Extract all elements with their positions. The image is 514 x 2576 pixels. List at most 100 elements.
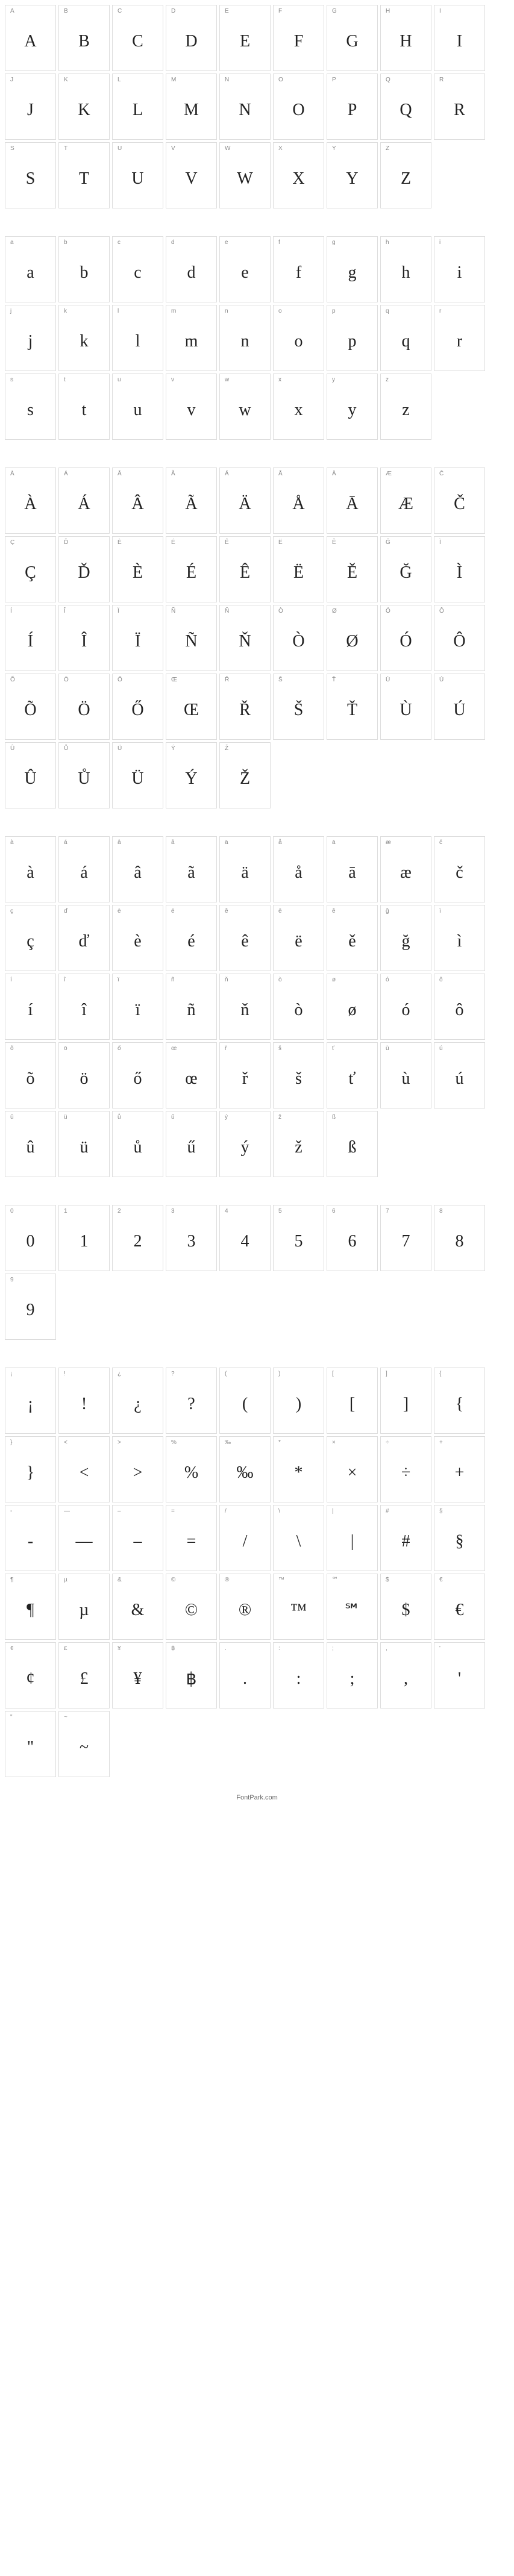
glyph-cell[interactable]: ğğ: [380, 905, 431, 971]
glyph-cell[interactable]: CC: [112, 5, 163, 71]
glyph-cell[interactable]: LL: [112, 73, 163, 140]
glyph-cell[interactable]: UU: [112, 142, 163, 208]
glyph-cell[interactable]: ::: [273, 1642, 324, 1708]
glyph-cell[interactable]: ŐŐ: [112, 674, 163, 740]
glyph-cell[interactable]: ××: [327, 1436, 378, 1502]
glyph-cell[interactable]: zz: [380, 374, 431, 440]
glyph-cell[interactable]: ÈÈ: [112, 536, 163, 602]
glyph-cell[interactable]: yy: [327, 374, 378, 440]
glyph-cell[interactable]: îî: [58, 974, 110, 1040]
glyph-cell[interactable]: ++: [434, 1436, 485, 1502]
glyph-cell[interactable]: ÁÁ: [58, 467, 110, 534]
glyph-cell[interactable]: "": [5, 1711, 56, 1777]
glyph-cell[interactable]: ÀÀ: [5, 467, 56, 534]
glyph-cell[interactable]: ÚÚ: [434, 674, 485, 740]
glyph-cell[interactable]: ]]: [380, 1368, 431, 1434]
glyph-cell[interactable]: vv: [166, 374, 217, 440]
glyph-cell[interactable]: éé: [166, 905, 217, 971]
glyph-cell[interactable]: ÖÖ: [58, 674, 110, 740]
glyph-cell[interactable]: ŠŠ: [273, 674, 324, 740]
glyph-cell[interactable]: ÑÑ: [166, 605, 217, 671]
glyph-cell[interactable]: úú: [434, 1042, 485, 1108]
glyph-cell[interactable]: TT: [58, 142, 110, 208]
glyph-cell[interactable]: uu: [112, 374, 163, 440]
glyph-cell[interactable]: ßß: [327, 1111, 378, 1177]
glyph-cell[interactable]: dd: [166, 236, 217, 302]
glyph-cell[interactable]: !!: [58, 1368, 110, 1434]
glyph-cell[interactable]: ℠℠: [327, 1574, 378, 1640]
glyph-cell[interactable]: āā: [327, 836, 378, 902]
glyph-cell[interactable]: XX: [273, 142, 324, 208]
glyph-cell[interactable]: //: [219, 1505, 271, 1571]
glyph-cell[interactable]: 22: [112, 1205, 163, 1271]
glyph-cell[interactable]: ¥¥: [112, 1642, 163, 1708]
glyph-cell[interactable]: SS: [5, 142, 56, 208]
glyph-cell[interactable]: ii: [434, 236, 485, 302]
glyph-cell[interactable]: OO: [273, 73, 324, 140]
glyph-cell[interactable]: ff: [273, 236, 324, 302]
glyph-cell[interactable]: ÆÆ: [380, 467, 431, 534]
glyph-cell[interactable]: áá: [58, 836, 110, 902]
glyph-cell[interactable]: èè: [112, 905, 163, 971]
glyph-cell[interactable]: 44: [219, 1205, 271, 1271]
glyph-cell[interactable]: çç: [5, 905, 56, 971]
glyph-cell[interactable]: ÕÕ: [5, 674, 56, 740]
glyph-cell[interactable]: YY: [327, 142, 378, 208]
glyph-cell[interactable]: bb: [58, 236, 110, 302]
glyph-cell[interactable]: üü: [58, 1111, 110, 1177]
glyph-cell[interactable]: §§: [434, 1505, 485, 1571]
glyph-cell[interactable]: ((: [219, 1368, 271, 1434]
glyph-cell[interactable]: ÃÃ: [166, 467, 217, 534]
glyph-cell[interactable]: rr: [434, 305, 485, 371]
glyph-cell[interactable]: ®®: [219, 1574, 271, 1640]
glyph-cell[interactable]: GG: [327, 5, 378, 71]
glyph-cell[interactable]: qq: [380, 305, 431, 371]
glyph-cell[interactable]: kk: [58, 305, 110, 371]
glyph-cell[interactable]: ÉÉ: [166, 536, 217, 602]
glyph-cell[interactable]: 11: [58, 1205, 110, 1271]
glyph-cell[interactable]: ÊÊ: [219, 536, 271, 602]
glyph-cell[interactable]: ĀĀ: [327, 467, 378, 534]
glyph-cell[interactable]: ææ: [380, 836, 431, 902]
glyph-cell[interactable]: ÍÍ: [5, 605, 56, 671]
glyph-cell[interactable]: ãã: [166, 836, 217, 902]
glyph-cell[interactable]: ëë: [273, 905, 324, 971]
glyph-cell[interactable]: ìì: [434, 905, 485, 971]
glyph-cell[interactable]: RR: [434, 73, 485, 140]
glyph-cell[interactable]: ÇÇ: [5, 536, 56, 602]
glyph-cell[interactable]: ,,: [380, 1642, 431, 1708]
glyph-cell[interactable]: 00: [5, 1205, 56, 1271]
glyph-cell[interactable]: őő: [112, 1042, 163, 1108]
glyph-cell[interactable]: ŇŇ: [219, 605, 271, 671]
glyph-cell[interactable]: ¿¿: [112, 1368, 163, 1434]
glyph-cell[interactable]: ÓÓ: [380, 605, 431, 671]
glyph-cell[interactable]: ÂÂ: [112, 467, 163, 534]
glyph-cell[interactable]: 66: [327, 1205, 378, 1271]
glyph-cell[interactable]: ØØ: [327, 605, 378, 671]
glyph-cell[interactable]: tt: [58, 374, 110, 440]
glyph-cell[interactable]: ÝÝ: [166, 742, 217, 808]
glyph-cell[interactable]: ÎÎ: [58, 605, 110, 671]
glyph-cell[interactable]: řř: [219, 1042, 271, 1108]
glyph-cell[interactable]: ÄÄ: [219, 467, 271, 534]
glyph-cell[interactable]: óó: [380, 974, 431, 1040]
glyph-cell[interactable]: ÛÛ: [5, 742, 56, 808]
glyph-cell[interactable]: íí: [5, 974, 56, 1040]
glyph-cell[interactable]: àà: [5, 836, 56, 902]
glyph-cell[interactable]: <<: [58, 1436, 110, 1502]
glyph-cell[interactable]: ůů: [112, 1111, 163, 1177]
glyph-cell[interactable]: DD: [166, 5, 217, 71]
glyph-cell[interactable]: ¡¡: [5, 1368, 56, 1434]
glyph-cell[interactable]: ??: [166, 1368, 217, 1434]
glyph-cell[interactable]: JJ: [5, 73, 56, 140]
glyph-cell[interactable]: ££: [58, 1642, 110, 1708]
glyph-cell[interactable]: öö: [58, 1042, 110, 1108]
glyph-cell[interactable]: pp: [327, 305, 378, 371]
glyph-cell[interactable]: II: [434, 5, 485, 71]
glyph-cell[interactable]: ——: [58, 1505, 110, 1571]
glyph-cell[interactable]: HH: [380, 5, 431, 71]
glyph-cell[interactable]: ĎĎ: [58, 536, 110, 602]
glyph-cell[interactable]: ää: [219, 836, 271, 902]
glyph-cell[interactable]: **: [273, 1436, 324, 1502]
glyph-cell[interactable]: oo: [273, 305, 324, 371]
